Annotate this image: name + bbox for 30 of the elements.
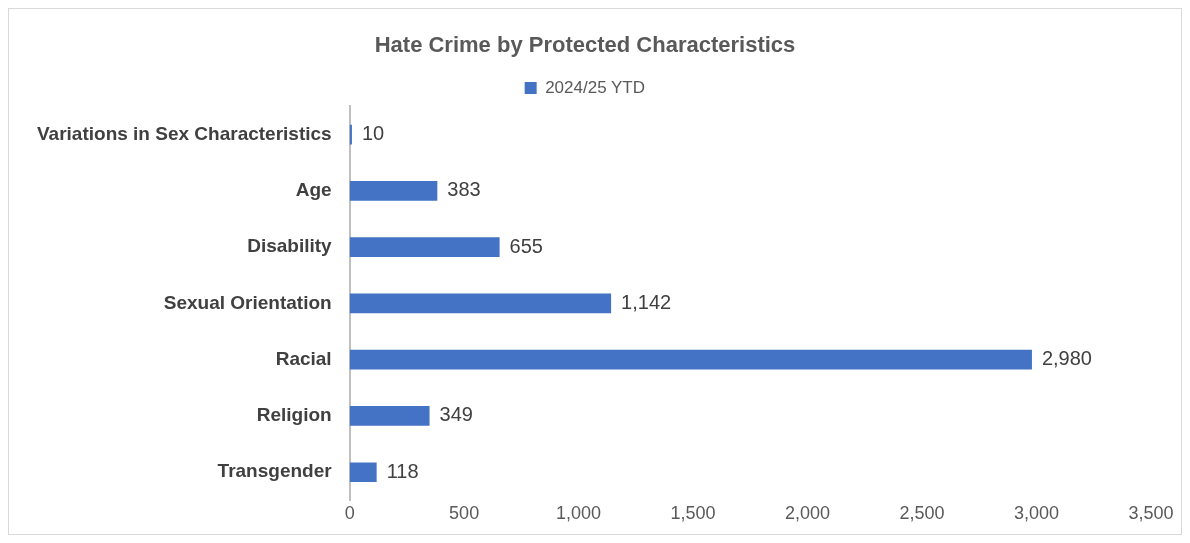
data-label: 10 bbox=[361, 122, 385, 145]
data-label: 383 bbox=[447, 178, 481, 201]
data-label: 118 bbox=[386, 459, 419, 482]
bar bbox=[349, 180, 438, 201]
x-tick-label: 1,000 bbox=[556, 503, 602, 524]
y-tick-label: Racial bbox=[275, 347, 332, 369]
data-label: 655 bbox=[509, 234, 543, 257]
y-tick-label: Transgender bbox=[217, 460, 333, 482]
chart-title: Hate Crime by Protected Characteristics bbox=[374, 32, 796, 58]
y-tick-label: Variations in Sex Characteristics bbox=[37, 122, 332, 144]
data-label: 349 bbox=[439, 403, 473, 426]
y-tick-label: Age bbox=[295, 179, 332, 201]
x-tick-label: 0 bbox=[344, 503, 355, 524]
x-tick-label: 2,500 bbox=[899, 503, 945, 524]
bar bbox=[349, 462, 377, 483]
bar bbox=[349, 237, 500, 257]
y-tick-label: Disability bbox=[247, 235, 333, 257]
y-tick-label: Sexual Orientation bbox=[163, 291, 332, 313]
x-tick-label: 3,000 bbox=[1014, 503, 1060, 524]
x-tick-label: 500 bbox=[449, 503, 480, 524]
bar bbox=[349, 406, 430, 426]
data-label: 2,980 bbox=[1041, 347, 1092, 370]
legend-label: 2024/25 YTD bbox=[545, 77, 646, 97]
x-tick-label: 2,000 bbox=[785, 503, 831, 524]
y-tick-label: Religion bbox=[256, 404, 332, 426]
x-tick-label: 3,500 bbox=[1128, 503, 1174, 524]
x-tick-label: 1,500 bbox=[670, 503, 716, 524]
bar bbox=[349, 349, 1032, 370]
data-label: 1,142 bbox=[621, 290, 672, 313]
bar bbox=[349, 293, 612, 314]
